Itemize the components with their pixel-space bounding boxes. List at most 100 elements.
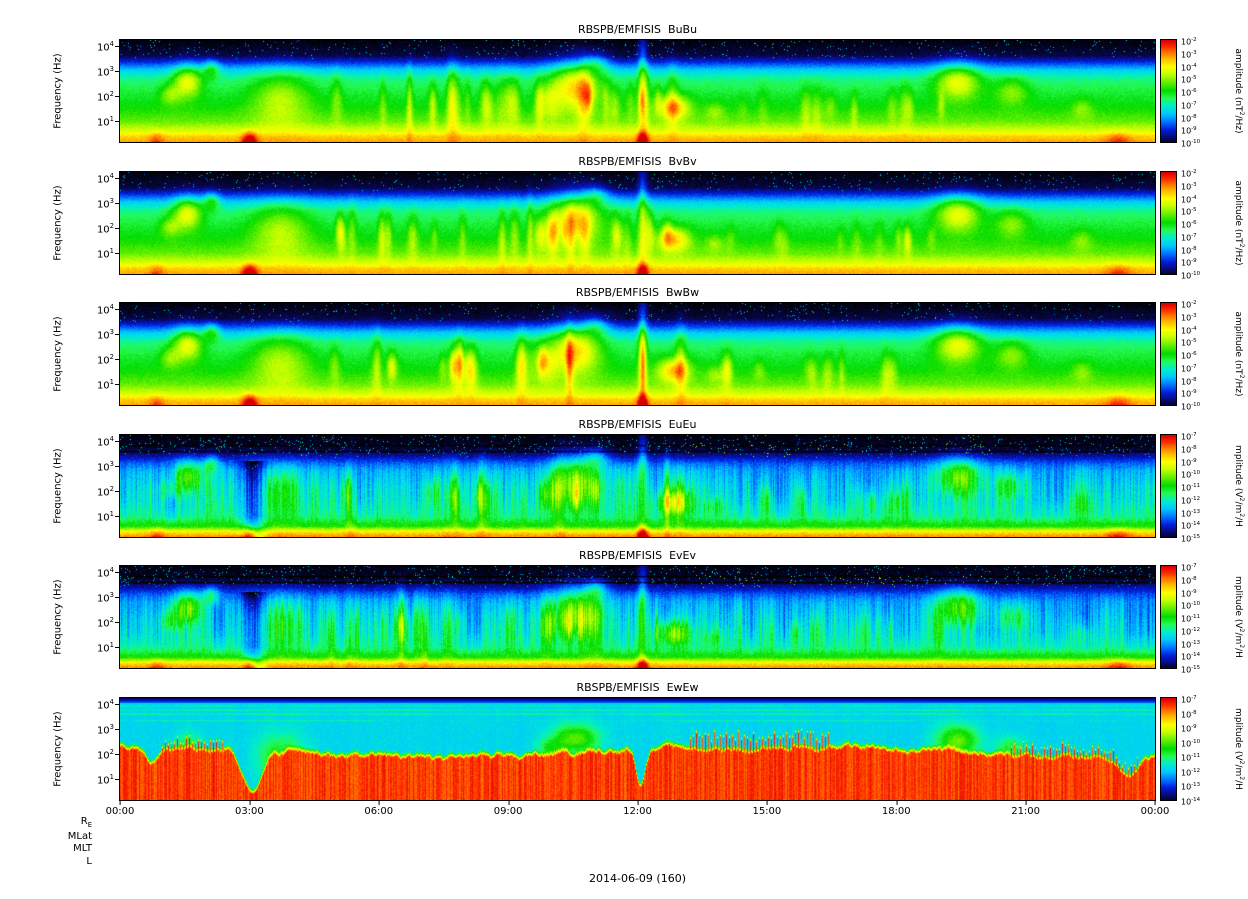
panel-title: RBSPB/EMFISIS EwEw xyxy=(576,681,699,694)
cb-tick-label: 10-4 xyxy=(1181,62,1197,73)
tick-mark xyxy=(115,309,121,311)
cb-tick-label: 10-8 xyxy=(1181,376,1197,387)
y-axis-label: Frequency (Hz) xyxy=(52,711,64,787)
tick-mark xyxy=(115,178,121,180)
colorbar-label: mplitude (V2/m2/H xyxy=(1233,708,1245,790)
x-tick-label: 06:00 xyxy=(364,800,393,817)
y-tick-label: 103 xyxy=(97,326,121,342)
cb-tick-label: 10-11 xyxy=(1181,614,1201,624)
colorbar-ticks: 10-7 10-8 10-9 10-10 10-11 10-12 10-13 10-14 10-… xyxy=(1181,563,1225,675)
x-axis-ticks: 00:00 03:00 06:00 09:00 12:00 15:00 18:00 21:00… xyxy=(106,800,1169,820)
spectrogram-panel-eueu: RBSPB/EMFISIS EuEu Frequency (Hz) 104 103… xyxy=(0,418,1248,544)
cb-tick-label: 10-3 xyxy=(1181,49,1197,60)
colorbar-ticks: 10-2 10-3 10-4 10-5 10-6 10-7 10-8 10-9 10-10 xyxy=(1181,300,1225,412)
y-tick-label: 101 xyxy=(97,245,121,261)
cb-tick-label: 10-8 xyxy=(1181,575,1197,586)
cb-tick-label: 10-9 xyxy=(1181,258,1197,268)
cb-tick-label: 10-5 xyxy=(1181,75,1197,85)
y-tick-label: 103 xyxy=(97,589,121,605)
y-tick-label: 101 xyxy=(97,771,121,787)
date-label: 2014-06-09 (160) xyxy=(588,872,686,885)
tick-mark xyxy=(115,384,121,386)
x-tick-label: 12:00 xyxy=(623,800,652,817)
orbit-label-re: RE xyxy=(80,816,92,829)
tick-mark xyxy=(378,800,380,805)
cb-tick-label: 10-4 xyxy=(1181,325,1197,336)
tick-mark xyxy=(508,800,510,805)
y-tick-label: 102 xyxy=(97,483,121,499)
spectrogram-panel-bwbw: RBSPB/EMFISIS BwBw Frequency (Hz) 104 103… xyxy=(0,286,1248,412)
x-tick-label: 00:00 xyxy=(1141,800,1169,817)
cb-tick-label: 10-10 xyxy=(1181,402,1201,412)
colorbar-ticks: 10-7 10-8 10-9 10-10 10-11 10-12 10-13 10-14 xyxy=(1181,695,1225,807)
colorbar-label: amplitude (nT2/Hz) xyxy=(1233,311,1245,397)
cb-tick-label: 10-7 xyxy=(1181,563,1197,573)
cb-tick-label: 10-13 xyxy=(1181,508,1201,519)
tick-mark xyxy=(896,800,898,805)
y-tick-label: 101 xyxy=(97,376,121,392)
cb-tick-label: 10-12 xyxy=(1181,626,1201,637)
tick-mark xyxy=(115,71,121,73)
tick-mark xyxy=(115,121,121,123)
cb-tick-label: 10-13 xyxy=(1181,782,1201,793)
y-axis-label: Frequency (Hz) xyxy=(52,579,64,655)
y-tick-label: 102 xyxy=(97,746,121,762)
y-axis-label: Frequency (Hz) xyxy=(52,316,64,392)
colorbar-gradient xyxy=(1161,303,1176,405)
spectrogram-panel-ewew: RBSPB/EMFISIS EwEw Frequency (Hz) 104 103… xyxy=(0,681,1248,807)
panel-title: RBSPB/EMFISIS EuEu xyxy=(578,418,697,431)
y-axis-ticks: 104 103 102 101 xyxy=(82,303,121,405)
y-tick-label: 103 xyxy=(97,63,121,79)
y-tick-label: 104 xyxy=(97,170,121,186)
tick-mark xyxy=(115,46,121,48)
cb-tick-label: 10-10 xyxy=(1181,139,1201,149)
cb-tick-label: 10-9 xyxy=(1181,389,1197,399)
cb-tick-label: 10-7 xyxy=(1181,100,1197,111)
plot-frame xyxy=(119,171,1156,275)
panel-title: RBSPB/EMFISIS BwBw xyxy=(575,286,700,299)
colorbar-gradient xyxy=(1161,435,1176,537)
tick-mark xyxy=(115,516,121,518)
x-tick-label: 21:00 xyxy=(1011,800,1040,817)
cb-tick-label: 10-7 xyxy=(1181,695,1197,705)
y-tick-label: 101 xyxy=(97,639,121,655)
cb-tick-label: 10-14 xyxy=(1181,652,1201,662)
x-tick-label: 03:00 xyxy=(235,800,264,817)
tick-mark xyxy=(115,754,121,756)
colorbar-frame xyxy=(1160,565,1177,669)
tick-mark xyxy=(115,647,121,649)
y-axis-label: Frequency (Hz) xyxy=(52,448,64,524)
cb-tick-label: 10-10 xyxy=(1181,601,1201,611)
y-tick-label: 102 xyxy=(97,614,121,630)
cb-tick-label: 10-6 xyxy=(1181,220,1197,230)
spectrogram-panel-evev: RBSPB/EMFISIS EvEv Frequency (Hz) 104 103… xyxy=(0,549,1248,675)
colorbar-ticks: 10-7 10-8 10-9 10-10 10-11 10-12 10-13 10-14 10-… xyxy=(1181,432,1225,544)
cb-tick-label: 10-13 xyxy=(1181,639,1201,650)
tick-mark xyxy=(115,466,121,468)
colorbar-ticks: 10-2 10-3 10-4 10-5 10-6 10-7 10-8 10-9 10-10 xyxy=(1181,37,1225,149)
y-tick-label: 104 xyxy=(97,696,121,712)
cb-tick-label: 10-12 xyxy=(1181,767,1201,778)
y-axis-ticks: 104 103 102 101 xyxy=(82,40,121,142)
spectrogram-canvas xyxy=(120,566,1155,668)
tick-mark xyxy=(637,800,639,805)
cb-tick-label: 10-4 xyxy=(1181,194,1197,205)
cb-tick-label: 10-8 xyxy=(1181,709,1197,720)
cb-tick-label: 10-2 xyxy=(1181,37,1197,47)
y-tick-label: 103 xyxy=(97,458,121,474)
cb-tick-label: 10-11 xyxy=(1181,483,1201,493)
tick-mark xyxy=(115,779,121,781)
tick-mark xyxy=(115,253,121,255)
cb-tick-label: 10-6 xyxy=(1181,88,1197,98)
y-tick-label: 102 xyxy=(97,88,121,104)
tick-mark xyxy=(115,491,121,493)
cb-tick-label: 10-3 xyxy=(1181,312,1197,323)
cb-tick-label: 10-9 xyxy=(1181,588,1197,599)
panel-title: RBSPB/EMFISIS EvEv xyxy=(579,549,696,562)
colorbar-label: mplitude (V2/m2/H xyxy=(1233,576,1245,658)
tick-mark xyxy=(249,800,251,805)
cb-tick-label: 10-10 xyxy=(1181,738,1201,749)
cb-tick-label: 10-10 xyxy=(1181,271,1201,281)
cb-tick-label: 10-2 xyxy=(1181,169,1197,179)
cb-tick-label: 10-5 xyxy=(1181,338,1197,348)
